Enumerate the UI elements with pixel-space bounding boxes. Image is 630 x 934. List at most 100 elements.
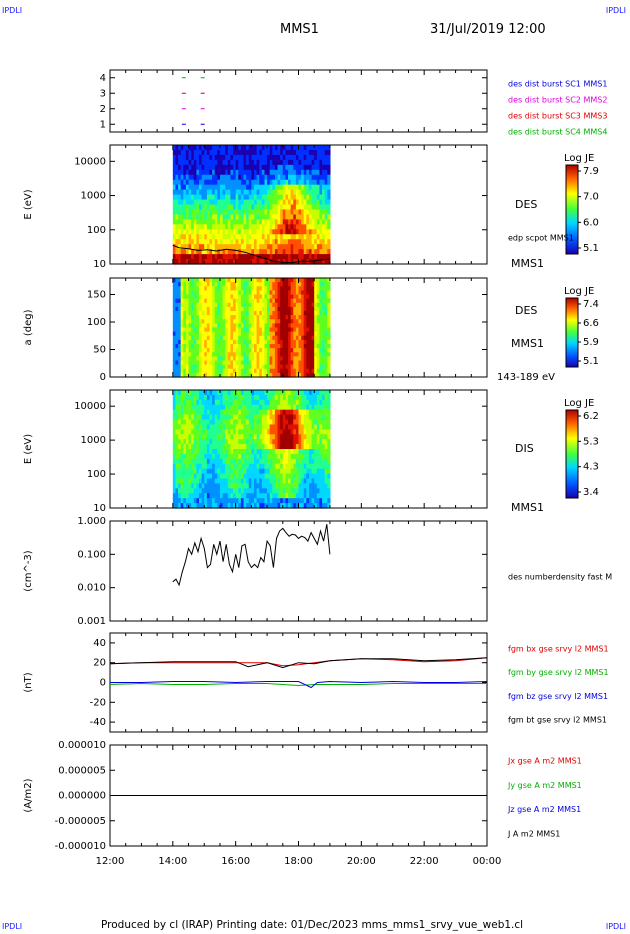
panel-label-des: DES [515, 198, 537, 211]
y-tick-label: 3 [100, 88, 106, 99]
y-tick-label: 40 [93, 638, 106, 649]
x-tick-label: 22:00 [410, 856, 439, 867]
colorbar-tick-label: 7.4 [583, 299, 599, 310]
colorbar-tick-label: 7.9 [583, 166, 599, 177]
corner-label-bottom-left: IPDLI [2, 922, 23, 931]
legend-entry: fgm bx gse srvy l2 MMS1 [508, 645, 609, 654]
y-axis-label: (A/m2) [23, 778, 34, 812]
colorbar-label: Log JE [564, 286, 594, 297]
y-tick-label: 4 [100, 73, 106, 84]
panel-frame-0 [109, 69, 488, 133]
spectrogram-3 [172, 390, 331, 509]
y-tick-label: 0 [100, 678, 106, 689]
panel-label-mms1: MMS1 [511, 501, 544, 514]
y-tick-label: 50 [93, 345, 106, 356]
panel-label-mms1: MMS1 [511, 257, 544, 270]
legend-entry: fgm bz gse srvy l2 MMS1 [508, 692, 608, 701]
x-tick-label: 12:00 [96, 856, 125, 867]
y-axis-label: (nT) [23, 672, 34, 692]
y-tick-label: 1000 [81, 191, 106, 202]
series-line-des-numberdensity-fast-m [172, 524, 331, 587]
y-tick-label: 2 [100, 104, 106, 115]
y-tick-label: 10 [93, 503, 106, 514]
legend-entry: des dist burst SC2 MMS2 [508, 96, 607, 105]
x-tick-label: 18:00 [284, 856, 313, 867]
y-tick-label: 0.000000 [58, 791, 106, 802]
y-tick-label: 20 [93, 658, 106, 669]
colorbar-tick-label: 3.4 [583, 487, 599, 498]
colorbar-1 [565, 164, 579, 255]
legend-entry: Jx gse A m2 MMS1 [507, 757, 582, 766]
panel-label-mms1: MMS1 [511, 337, 544, 350]
y-tick-label: -0.000010 [55, 841, 106, 852]
legend-entry: des dist burst SC1 MMS1 [508, 80, 607, 89]
spectrogram-1 [172, 145, 331, 265]
legend-entry: des dist burst SC3 MMS3 [508, 112, 607, 121]
colorbar-tick-label: 6.6 [583, 318, 599, 329]
y-tick-label: 100 [87, 225, 106, 236]
spectrogram-2 [172, 278, 331, 378]
series-line-bz [110, 680, 488, 689]
y-tick-label: -40 [90, 717, 106, 728]
scpot-line [172, 244, 330, 264]
corner-label-bottom-right: IPDLI [605, 922, 626, 931]
series-line-bt [109, 657, 488, 669]
legend-entry: fgm by gse srvy l2 MMS1 [508, 668, 609, 677]
corner-label-top-left: IPDLI [2, 6, 23, 15]
y-tick-label: 100 [87, 317, 106, 328]
y-tick-label: 10000 [74, 401, 106, 412]
y-tick-label: -0.000005 [55, 816, 106, 827]
x-tick-label: 00:00 [473, 856, 502, 867]
corner-label-top-right: IPDLI [605, 6, 626, 15]
y-tick-label: 0 [100, 372, 106, 383]
colorbar-3 [565, 409, 579, 499]
y-tick-label: 0.000010 [58, 740, 106, 751]
y-tick-label: 0.001 [77, 616, 106, 627]
colorbar-label: Log JE [564, 398, 594, 409]
legend-entry: J A m2 MMS1 [507, 829, 560, 838]
panel-label-dis: DIS [515, 442, 534, 455]
panel-label-energy: 143-189 eV [497, 372, 555, 383]
colorbar-tick-label: 5.1 [583, 243, 599, 254]
legend-entry: des dist burst SC4 MMS4 [508, 128, 607, 137]
panel-label-scpot: edp scpot MMS1 [508, 234, 574, 243]
colorbar-2 [565, 297, 579, 368]
colorbar-tick-label: 5.3 [583, 436, 599, 447]
y-tick-label: -20 [90, 697, 106, 708]
series-line-by [109, 682, 487, 687]
colorbar-label: Log JE [564, 153, 594, 164]
legend-entry: Jy gse A m2 MMS1 [507, 781, 582, 790]
panel-frame-4 [109, 520, 488, 622]
y-tick-label: 1 [100, 119, 106, 130]
y-tick-label: 0.010 [77, 583, 106, 594]
x-tick-label: 14:00 [158, 856, 187, 867]
y-tick-label: 10000 [74, 156, 106, 167]
legend-entry: des numberdensity fast M [508, 573, 612, 582]
page-date: 31/Jul/2019 12:00 [430, 22, 546, 37]
y-axis-label: E (eV) [23, 434, 34, 464]
legend-entry: Jz gse A m2 MMS1 [507, 805, 581, 814]
x-tick-label: 20:00 [347, 856, 376, 867]
legend-entry: fgm bt gse srvy l2 MMS1 [508, 716, 607, 725]
x-tick-label: 16:00 [221, 856, 250, 867]
y-tick-label: 150 [87, 290, 106, 301]
y-axis-label: (cm^-3) [23, 550, 34, 591]
colorbar-tick-label: 6.0 [583, 217, 599, 228]
colorbar-tick-label: 6.2 [583, 411, 599, 422]
y-tick-label: 0.000005 [58, 765, 106, 776]
colorbar-tick-label: 4.3 [583, 462, 599, 473]
y-tick-label: 0.100 [77, 549, 106, 560]
panel-label-des: DES [515, 304, 537, 317]
page-title: MMS1 [280, 22, 319, 37]
y-tick-label: 1.000 [77, 516, 106, 527]
y-tick-label: 1000 [81, 435, 106, 446]
y-tick-label: 100 [87, 469, 106, 480]
y-axis-label: a (deg) [23, 309, 34, 345]
y-axis-label: E (eV) [23, 189, 34, 219]
chart-stack: 4 3 2 1 des dist burst SC1 MMS1 des dist burs… [23, 69, 612, 867]
colorbar-tick-label: 7.0 [583, 192, 599, 203]
colorbar-tick-label: 5.1 [583, 356, 599, 367]
colorbar-tick-label: 5.9 [583, 337, 599, 348]
y-tick-label: 10 [93, 259, 106, 270]
footer-text: Produced by cl (IRAP) Printing date: 01/… [101, 919, 524, 931]
